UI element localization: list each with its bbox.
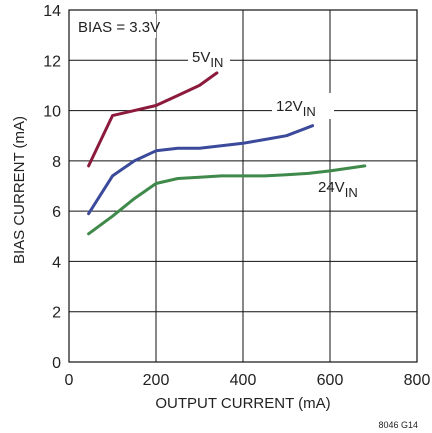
figure-id: 8046 G14 [378,420,418,430]
x-tick-label: 0 [65,372,74,389]
series-label-5vin: 5VIN [192,49,223,70]
y-tick-label: 8 [52,154,61,171]
series-label-12vin: 12VIN [276,98,316,119]
grid [68,9,418,363]
y-tick-label: 0 [52,355,61,372]
label-mask [188,44,230,70]
y-tick-label: 4 [52,254,61,271]
x-tick-label: 800 [404,372,431,389]
y-tick-label: 14 [43,3,61,20]
x-tick-label: 600 [317,372,344,389]
y-tick-label: 6 [52,204,61,221]
y-tick-label: 2 [52,305,61,322]
series-line-24vin [87,164,367,236]
label-mask [74,14,156,38]
x-tick-label: 200 [143,372,170,389]
bias-annotation: BIAS = 3.3V [78,19,160,36]
series-lines [87,71,367,236]
label-mask [272,93,334,119]
x-tick-label: 400 [230,372,257,389]
y-tick-label: 10 [43,104,61,121]
series-labels: 5VIN 12VIN 24VIN [192,49,358,200]
series-line-5vin [87,71,219,168]
y-tick-label: 12 [43,53,61,70]
series-line-12vin [87,124,315,216]
tick-labels: 0 200 400 600 800 0 2 4 6 8 10 12 14 [43,3,430,389]
y-axis-title: BIAS CURRENT (mA) [11,116,28,264]
series-label-24vin: 24VIN [318,179,358,200]
x-axis-title: OUTPUT CURRENT (mA) [155,395,330,412]
